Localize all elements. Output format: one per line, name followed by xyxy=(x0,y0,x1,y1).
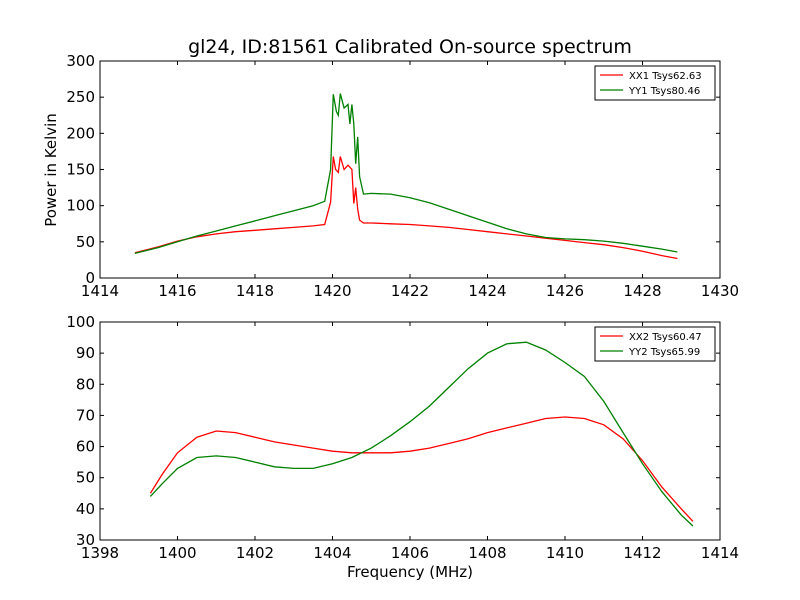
bottom-plot-panel: 1398 1400 1402 1404 1406 1408 1410 1412 1414 30 40… xyxy=(66,313,739,562)
legend-box xyxy=(594,326,716,362)
x-tick-label: 1410 xyxy=(546,544,584,562)
y-tick-label: 250 xyxy=(66,88,95,106)
series-line-bottom-1 xyxy=(149,341,694,527)
legend-label: YY1 Tsys80.46 xyxy=(628,86,700,97)
x-tick-label: 1428 xyxy=(623,282,661,300)
top-plot-panel: 1414 1416 1418 1420 1422 1424 1426 1428 1430 0 50 1… xyxy=(66,52,739,300)
x-tick-label: 1424 xyxy=(468,282,506,300)
x-tick-label: 1426 xyxy=(546,282,584,300)
series-line-top-0 xyxy=(134,156,678,260)
x-tick-label: 1398 xyxy=(81,544,119,562)
chart-title: gl24, ID:81561 Calibrated On-source spec… xyxy=(188,36,632,58)
x-tick-label: 1430 xyxy=(701,282,739,300)
y-tick-label: 100 xyxy=(66,197,95,215)
x-tick-label: 1406 xyxy=(391,544,429,562)
x-tick-label: 1422 xyxy=(391,282,429,300)
x-tick-label: 1402 xyxy=(236,544,274,562)
y-tick-label: 200 xyxy=(66,124,95,142)
x-tick-label: 1420 xyxy=(313,282,351,300)
y-tick-label: 40 xyxy=(76,500,95,518)
y-tick-label: 100 xyxy=(66,313,95,331)
legend-label: YY2 Tsys65.99 xyxy=(628,347,700,358)
y-tick-label: 300 xyxy=(66,52,95,70)
legend-label: XX1 Tsys62.63 xyxy=(629,71,702,82)
y-tick-label: 50 xyxy=(76,233,95,251)
top-y-axis-label: Power in Kelvin xyxy=(42,113,60,227)
legend: XX1 Tsys62.63 YY1 Tsys80.46 xyxy=(594,65,716,101)
x-tick-label: 1404 xyxy=(313,544,351,562)
y-tick-label: 30 xyxy=(76,531,95,549)
legend-box xyxy=(594,65,716,101)
x-tick-label: 1416 xyxy=(158,282,196,300)
y-tick-label: 60 xyxy=(76,438,95,456)
x-tick-label: 1412 xyxy=(623,544,661,562)
y-tick-label: 50 xyxy=(76,469,95,487)
x-tick-label: 1418 xyxy=(236,282,274,300)
bottom-x-axis-label: Frequency (MHz) xyxy=(347,563,473,581)
y-tick-label: 70 xyxy=(76,406,95,424)
y-tick-label: 80 xyxy=(76,375,95,393)
series-line-top-1 xyxy=(134,93,678,255)
x-tick-label: 1400 xyxy=(158,544,196,562)
y-tick-label: 90 xyxy=(76,344,95,362)
y-tick-label: 0 xyxy=(85,269,95,287)
legend-label: XX2 Tsys60.47 xyxy=(629,332,702,343)
y-tick-label: 150 xyxy=(66,161,95,179)
series-line-bottom-0 xyxy=(149,416,694,522)
x-tick-label: 1408 xyxy=(468,544,506,562)
x-tick-label: 1414 xyxy=(701,544,739,562)
legend: XX2 Tsys60.47 YY2 Tsys65.99 xyxy=(594,326,716,362)
x-tick-label: 1414 xyxy=(81,282,119,300)
